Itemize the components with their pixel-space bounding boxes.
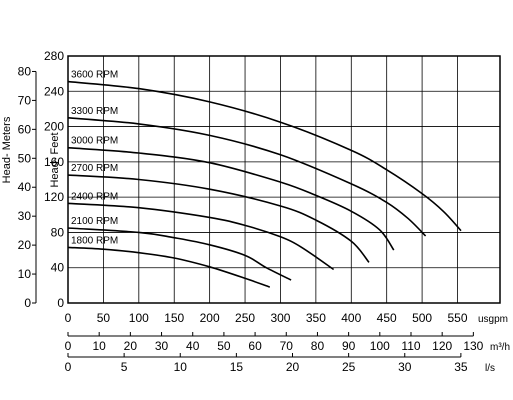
curve-2400-rpm (67, 202, 335, 271)
x-tick-label-m3h: 70 (280, 339, 294, 353)
curve-3300-rpm (67, 117, 427, 237)
x-tick-label-ls: 0 (65, 360, 72, 374)
x-tick-label-usgpm: 500 (412, 311, 432, 325)
y-axis-label-feet: Head- Feet (49, 132, 61, 187)
x-tick-label-usgpm: 400 (341, 311, 361, 325)
x-tick-label-m3h: 50 (217, 339, 231, 353)
curve-2700-rpm (67, 174, 370, 263)
curve-2100-rpm (67, 227, 292, 281)
x-tick-label-m3h: 80 (311, 339, 325, 353)
x-tick-label-usgpm: 200 (200, 311, 220, 325)
x-tick-label-m3h: 30 (155, 339, 169, 353)
y-tick-label-meters: 40 (18, 180, 32, 194)
x-tick-label-ls: 5 (121, 360, 128, 374)
x-tick-label-usgpm: 0 (65, 311, 72, 325)
x-axis-label-ls: l/s (485, 363, 495, 374)
x-tick-label-m3h: 100 (370, 339, 390, 353)
curve-label: 2400 RPM (71, 191, 118, 202)
y-tick-label-meters: 70 (18, 93, 32, 107)
y-tick-label-feet: 120 (44, 190, 64, 204)
x-tick-label-usgpm: 150 (164, 311, 184, 325)
y-tick-label-meters: 10 (18, 267, 32, 281)
curve-3600-rpm (67, 80, 462, 232)
x-tick-label-usgpm: 50 (97, 311, 111, 325)
y-tick-label-feet: 80 (51, 225, 65, 239)
x-tick-label-m3h: 60 (248, 339, 262, 353)
x-tick-label-ls: 30 (398, 360, 412, 374)
y-tick-label-feet: 40 (51, 261, 65, 275)
y-tick-label-feet: 200 (44, 120, 64, 134)
y-tick-label-meters: 20 (18, 238, 32, 252)
x-tick-label-m3h: 120 (432, 339, 452, 353)
plot-frame (67, 55, 501, 304)
x-axis-ls: 0 5 10 15 20 25 30 35 (65, 353, 468, 374)
x-tick-label-m3h: 0 (65, 339, 72, 353)
x-tick-label-usgpm: 350 (306, 311, 326, 325)
x-tick-label-usgpm: 300 (270, 311, 290, 325)
x-tick-label-ls: 35 (454, 360, 468, 374)
x-axis-m3h: 0 10 20 30 40 50 60 70 80 90 100 110 120 130 (65, 332, 484, 353)
y-tick-label-feet: 0 (57, 296, 64, 310)
x-axis-usgpm: 0 50 100 150 200 250 300 350 400 450 500 550 (65, 311, 468, 325)
x-tick-label-ls: 10 (174, 360, 188, 374)
x-tick-label-ls: 15 (230, 360, 244, 374)
y-tick-label-feet: 280 (44, 49, 64, 63)
x-tick-label-usgpm: 450 (377, 311, 397, 325)
curve-label: 3000 RPM (71, 136, 118, 147)
y-tick-label-feet: 160 (44, 155, 64, 169)
y-tick-label-meters: 80 (18, 64, 32, 78)
curve-label: 3300 RPM (71, 106, 118, 117)
x-tick-label-m3h: 10 (93, 339, 107, 353)
x-tick-label-ls: 20 (286, 360, 300, 374)
curve-labels: 3600 RPM 3300 RPM 3000 RPM 2700 RPM 2400 RPM… (71, 70, 118, 247)
curve-label: 3600 RPM (71, 70, 118, 81)
x-tick-label-m3h: 130 (463, 339, 483, 353)
curve-label: 2100 RPM (71, 216, 118, 227)
y-axis-label-meters: Head- Meters (1, 116, 13, 183)
y-tick-label-meters: 0 (24, 296, 31, 310)
y-tick-label-meters: 50 (18, 151, 32, 165)
y-tick-label-feet: 240 (44, 84, 64, 98)
x-tick-label-ls: 25 (342, 360, 356, 374)
x-axis-label-m3h: m³/h (490, 342, 510, 353)
y-axis-meters: 0 10 20 30 40 50 60 70 80 (18, 64, 37, 310)
curves (67, 80, 462, 288)
x-tick-label-m3h: 110 (401, 339, 420, 353)
x-tick-label-m3h: 20 (124, 339, 138, 353)
x-tick-label-usgpm: 250 (235, 311, 255, 325)
y-tick-label-meters: 60 (18, 122, 32, 136)
y-tick-label-meters: 30 (18, 209, 32, 223)
x-tick-label-usgpm: 550 (447, 311, 467, 325)
curve-1800-rpm (67, 246, 271, 288)
y-axis-feet: 0 40 80 120 160 200 240 280 (44, 49, 64, 310)
x-tick-label-m3h: 90 (342, 339, 356, 353)
x-tick-label-m3h: 40 (186, 339, 200, 353)
curve-label: 1800 RPM (71, 235, 118, 246)
curve-3000-rpm (67, 146, 395, 251)
curve-label: 2700 RPM (71, 163, 118, 174)
x-axis-label-usgpm: usgpm (478, 314, 508, 325)
x-tick-label-usgpm: 100 (129, 311, 149, 325)
